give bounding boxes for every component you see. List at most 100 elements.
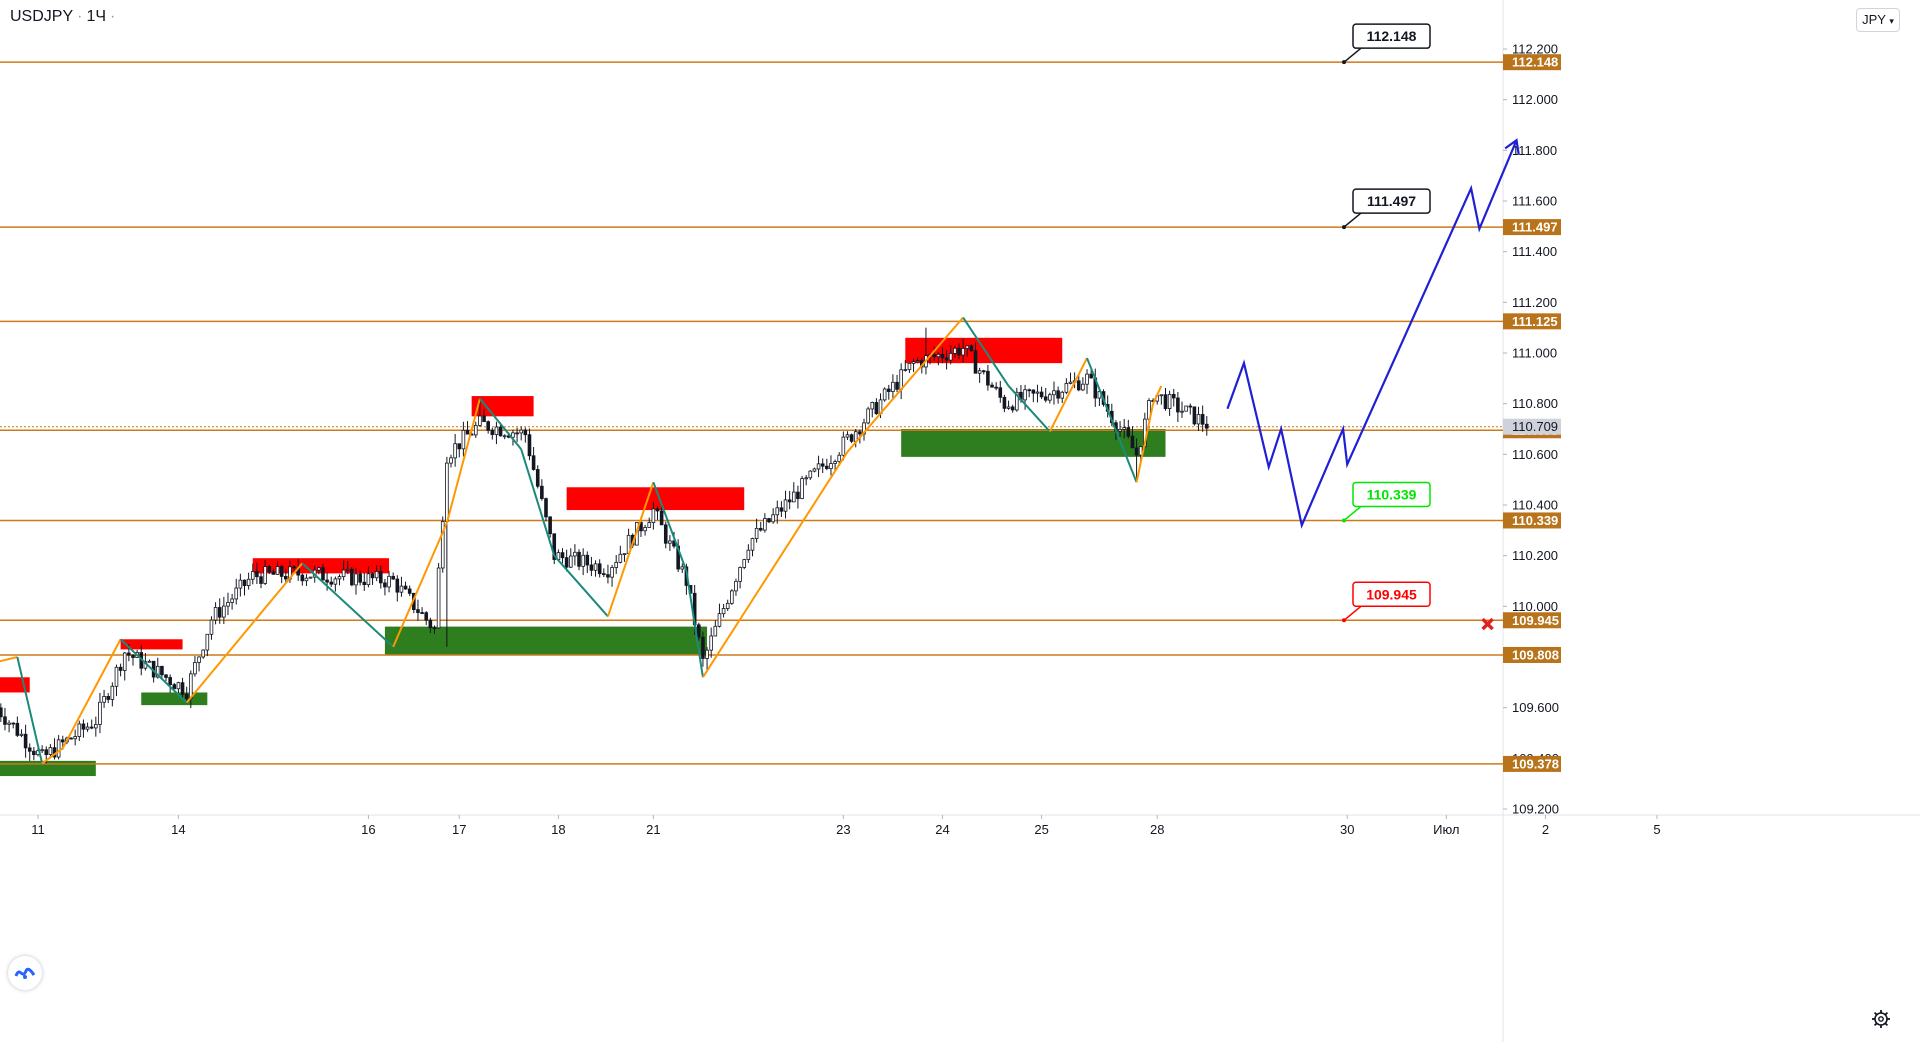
callout-anchor-dot (1342, 518, 1346, 523)
candle-body (618, 553, 623, 563)
y-tick-label: 111.400 (1512, 244, 1557, 259)
candle-body (457, 443, 462, 450)
zones-layer (0, 337, 1166, 777)
candle-body (705, 649, 709, 659)
candle-body (403, 585, 408, 590)
callout-box (1352, 188, 1431, 214)
candle-body (19, 733, 24, 736)
chevron-down-icon: ▾ (1889, 16, 1894, 26)
candle-body (242, 579, 247, 587)
candle-body (1023, 389, 1027, 401)
callout-anchor-dot (1342, 60, 1346, 65)
candle-body (317, 567, 321, 571)
candle-body (94, 724, 98, 729)
candle-body (250, 571, 255, 580)
callout-label: 111.497 (1367, 193, 1416, 209)
candle-body (622, 553, 627, 556)
callout-label: 109.945 (1366, 586, 1417, 602)
x-tick-label: 16 (361, 822, 375, 837)
candle-body (746, 549, 751, 560)
x-tick-label: 25 (1034, 822, 1048, 837)
candle-body (383, 582, 387, 588)
candle-body (936, 353, 941, 358)
candle-body (564, 557, 569, 568)
candle-body (60, 739, 65, 743)
candle-body (453, 443, 457, 459)
callout-anchor-dot (1342, 225, 1346, 230)
candle-body (358, 573, 362, 583)
candle-body (775, 507, 780, 516)
candle-body (837, 454, 842, 463)
candle-body (48, 747, 53, 755)
demand-zone (384, 626, 708, 655)
candle-body (548, 516, 552, 535)
candle-body (895, 381, 899, 390)
y-tick-label: 110.200 (1512, 548, 1558, 563)
candle-body (1167, 393, 1172, 409)
zigzag-layer (0, 316, 1163, 765)
x-tick-label: 18 (551, 822, 565, 837)
candle-body (114, 666, 119, 687)
candle-body (1118, 428, 1122, 432)
candle-body (680, 566, 685, 570)
candle-body (337, 576, 342, 580)
zigzag-segment (479, 397, 522, 450)
candle-body (395, 578, 400, 593)
zigzag-segment (652, 481, 688, 572)
candle-body (304, 577, 309, 582)
candle-body (820, 463, 825, 467)
zigzag-segment (61, 638, 122, 749)
x-tick-label: 17 (452, 822, 466, 837)
axis-price-tag (1503, 512, 1561, 529)
candle-body (1188, 405, 1193, 408)
symbol-name[interactable]: USDJPY (10, 8, 74, 25)
candle-body (11, 722, 16, 725)
candle-body (1076, 380, 1081, 391)
interval-label[interactable]: 1Ч (86, 8, 107, 25)
candle-body (1043, 396, 1048, 401)
tradingview-logo-icon[interactable] (8, 956, 42, 990)
candle-body (1068, 381, 1073, 384)
y-tick-label: 110.600 (1512, 447, 1558, 462)
candle-body (713, 625, 718, 637)
candle-body (428, 619, 433, 629)
cross-icon (1481, 617, 1494, 631)
candle-body (953, 347, 957, 354)
y-tick-label: 109.200 (1512, 802, 1559, 817)
candle-body (1192, 406, 1197, 425)
candle-body (779, 507, 784, 512)
candle-body (1015, 391, 1019, 411)
candle-body (540, 485, 544, 499)
candle-body (568, 555, 573, 568)
y-tick-label: 110.400 (1512, 498, 1558, 513)
candle-body (899, 369, 903, 390)
candle-body (436, 567, 441, 629)
candle-body (1052, 390, 1056, 396)
candle-body (160, 665, 164, 676)
candle-body (891, 381, 895, 392)
candle-body (1200, 414, 1205, 425)
symbol-header[interactable]: USDJPY · 1Ч · (10, 8, 119, 26)
candle-body (110, 685, 115, 700)
price-callout: 111.497 (1342, 188, 1431, 230)
candle-body (717, 613, 722, 627)
axis-price-tag (1503, 755, 1561, 772)
candle-body (1048, 394, 1052, 401)
candle-body (808, 470, 813, 479)
candle-body (882, 388, 887, 401)
zigzag-segment (1152, 385, 1163, 405)
x-tick-label: 21 (646, 822, 660, 837)
candle-body (366, 573, 371, 586)
candle-body (1039, 391, 1044, 398)
currency-dropdown[interactable]: JPY ▾ (1856, 8, 1900, 32)
candle-body (573, 551, 577, 557)
gear-icon[interactable] (1869, 1007, 1893, 1031)
candle-body (263, 566, 267, 584)
candle-body (527, 434, 532, 457)
x-tick-label: 30 (1340, 822, 1354, 837)
candle-body (721, 608, 726, 615)
candle-body (89, 726, 94, 729)
supply-zone (905, 337, 1063, 364)
candle-body (1081, 383, 1085, 391)
